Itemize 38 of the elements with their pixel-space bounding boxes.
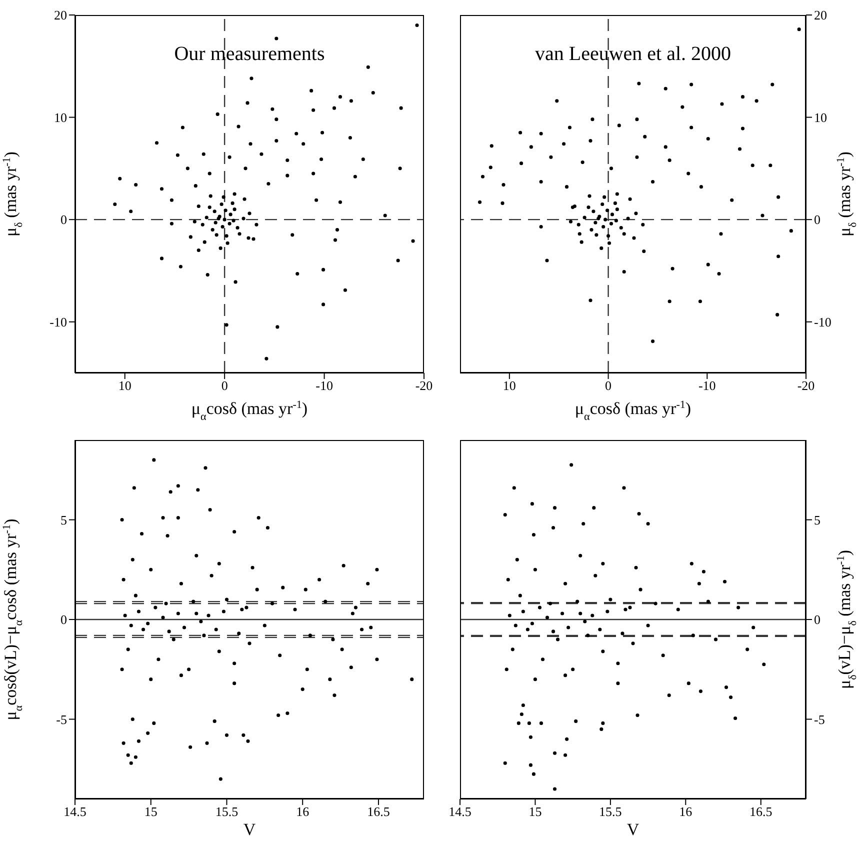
x-tick-label: -20 <box>415 378 433 394</box>
y-tick-label: 10 <box>54 110 67 125</box>
x-tick-label: 10 <box>118 378 132 394</box>
x-axis-title: μ$_{α}$cosδ (mas yr$^{-1}$) <box>574 399 692 423</box>
x-tick-label: -20 <box>797 378 815 394</box>
y2-tick-label: 0 <box>814 212 820 228</box>
y-tick-label: -10 <box>50 314 67 330</box>
x-tick-label: 14.5 <box>448 804 472 820</box>
y-tick-label: 0 <box>60 612 67 628</box>
y2-tick-label: 20 <box>814 8 827 23</box>
x-tick-label: 16 <box>679 804 693 820</box>
y-tick-label: 0 <box>60 212 67 228</box>
y2-tick-label: -10 <box>814 314 832 330</box>
x-tick-label: 15.5 <box>215 804 238 820</box>
y-tick-label: 5 <box>60 512 67 528</box>
y2-tick-label: 10 <box>814 110 827 125</box>
x-tick-label: -10 <box>316 378 333 394</box>
text: van Leeuwen et al. 2000 <box>534 43 732 65</box>
x-tick-label: 16 <box>296 804 310 820</box>
x-tick-label: 14.5 <box>64 804 86 820</box>
x-tick-label: 15 <box>528 804 542 820</box>
y2-tick-label: 5 <box>814 512 820 528</box>
x-tick-label: 15 <box>144 804 158 820</box>
y-tick-label: -5 <box>56 712 67 727</box>
x-tick-label: 15.5 <box>599 804 622 820</box>
x-tick-label: 16.5 <box>367 804 390 820</box>
y2-tick-label: -5 <box>814 712 825 727</box>
x-axis-title: μ$_{α}$cosδ (mas yr$^{-1}$) <box>191 399 308 423</box>
x-axis-title: V <box>243 820 256 839</box>
x-axis-title: V <box>626 820 640 839</box>
y-tick-label: 20 <box>54 8 67 23</box>
x-tick-label: 0 <box>605 378 612 394</box>
x-tick-label: 16.5 <box>749 804 772 820</box>
x-tick-label: 10 <box>502 378 516 394</box>
x-tick-label: 0 <box>221 378 228 394</box>
y2-tick-label: 0 <box>814 612 820 628</box>
x-tick-label: -10 <box>698 378 716 394</box>
text: Our measurements <box>174 43 325 65</box>
